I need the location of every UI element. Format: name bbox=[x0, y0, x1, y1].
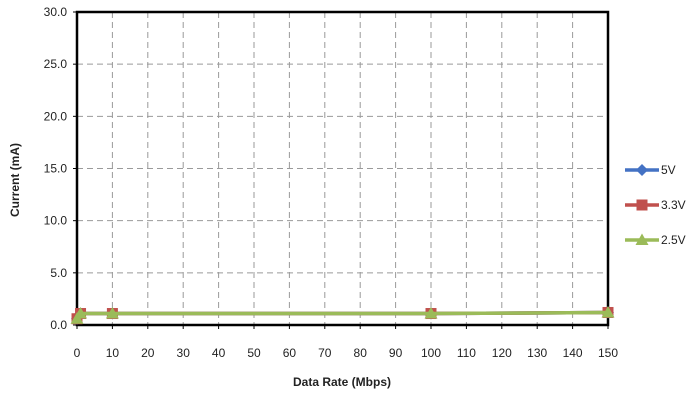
x-tick-label: 80 bbox=[354, 346, 368, 360]
x-tick-label: 110 bbox=[457, 346, 476, 360]
data-point bbox=[74, 307, 88, 319]
x-tick-label: 120 bbox=[492, 346, 512, 360]
legend-label: 5V bbox=[661, 163, 676, 177]
x-tick-label: 50 bbox=[247, 346, 261, 360]
x-tick-label: 60 bbox=[283, 346, 297, 360]
x-tick-label: 30 bbox=[177, 346, 191, 360]
series-2.5V bbox=[70, 305, 615, 324]
legend-item: 3.3V bbox=[625, 198, 686, 212]
x-tick-label: 40 bbox=[212, 346, 226, 360]
series bbox=[70, 305, 615, 325]
x-tick-label: 0 bbox=[74, 346, 81, 360]
x-tick-label: 140 bbox=[563, 346, 583, 360]
x-axis-title: Data Rate (Mbps) bbox=[293, 375, 391, 389]
legend: 5V 3.3V 2.5V bbox=[625, 163, 686, 247]
y-tick-label: 10.0 bbox=[44, 214, 68, 228]
data-point bbox=[105, 307, 119, 319]
x-tick-label: 130 bbox=[527, 346, 547, 360]
legend-item: 5V bbox=[625, 163, 676, 177]
series-3.3V bbox=[71, 306, 614, 325]
legend-marker bbox=[636, 199, 648, 211]
y-tick-label: 20.0 bbox=[44, 109, 68, 123]
x-tick-label: 10 bbox=[106, 346, 120, 360]
x-tick-label: 150 bbox=[598, 346, 618, 360]
grid bbox=[77, 12, 608, 325]
y-axis-title: Current (mA) bbox=[8, 143, 22, 217]
legend-marker bbox=[635, 233, 649, 245]
y-tick-label: 0.0 bbox=[50, 318, 67, 332]
y-tick-label: 15.0 bbox=[44, 162, 68, 176]
x-tick-label: 70 bbox=[318, 346, 332, 360]
y-tick-label: 30.0 bbox=[44, 5, 68, 19]
y-tick-label: 25.0 bbox=[44, 57, 68, 71]
series-5V bbox=[71, 306, 614, 325]
legend-label: 2.5V bbox=[661, 233, 686, 247]
x-tick-label: 90 bbox=[389, 346, 403, 360]
legend-label: 3.3V bbox=[661, 198, 686, 212]
data-point bbox=[601, 305, 615, 318]
data-point bbox=[424, 307, 438, 319]
x-tick-label: 20 bbox=[141, 346, 155, 360]
x-tick-label: 100 bbox=[421, 346, 441, 360]
y-tick-label: 5.0 bbox=[50, 266, 67, 280]
x-axis-ticks: 0 10 20 30 40 50 60 70 80 90 100 110 120 130 140 150 bbox=[74, 325, 618, 360]
y-axis-ticks: 0.0 5.0 10.0 15.0 20.0 25.0 30.0 bbox=[44, 5, 77, 332]
legend-marker bbox=[636, 164, 648, 176]
series-line bbox=[75, 310, 609, 320]
legend-item: 2.5V bbox=[625, 233, 686, 247]
